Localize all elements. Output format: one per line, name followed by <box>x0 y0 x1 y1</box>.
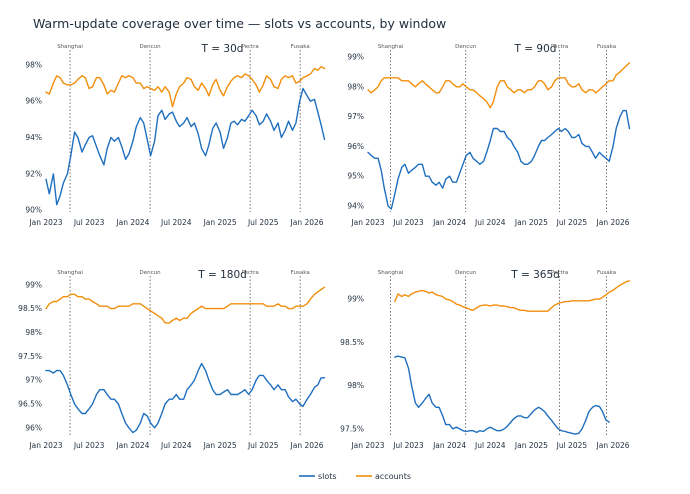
event-label-dencun: Dencun <box>455 44 477 50</box>
y-tick-label: 97.5% <box>340 424 364 433</box>
x-tick-label: Jan 2026 <box>596 441 630 450</box>
x-tick-label: Jul 2023 <box>392 218 424 227</box>
y-tick-label: 96.5% <box>18 400 42 409</box>
y-tick-label: 98% <box>25 328 42 337</box>
event-label-pectra: Pectra <box>241 44 258 50</box>
x-tick-label: Jan 2024 <box>115 218 149 227</box>
event-label-fusaka: Fusaka <box>291 44 310 50</box>
x-tick-label: Jul 2023 <box>73 441 105 450</box>
event-label-shanghai: Shanghai <box>57 270 83 276</box>
event-label-pectra: Pectra <box>551 270 568 276</box>
y-tick-label: 97.5% <box>18 352 42 361</box>
event-label-pectra: Pectra <box>241 270 258 276</box>
x-tick-label: Jan 2026 <box>596 218 630 227</box>
event-label-dencun: Dencun <box>140 270 162 276</box>
y-tick-label: 94% <box>25 133 42 142</box>
y-tick-label: 95% <box>347 172 364 181</box>
event-label-shanghai: Shanghai <box>57 44 83 50</box>
x-tick-label: Jan 2025 <box>203 218 237 227</box>
x-tick-label: Jan 2026 <box>290 218 324 227</box>
x-tick-label: Jan 2026 <box>290 441 324 450</box>
y-tick-label: 96% <box>347 142 364 151</box>
y-tick-label: 97% <box>347 112 364 121</box>
y-tick-label: 96% <box>25 97 42 106</box>
panels: T = 30d Shanghai Dencun Pectra Fusaka 90% 92% 9… <box>18 43 631 450</box>
y-tick-label: 90% <box>25 206 42 215</box>
x-tick-label: Jul 2025 <box>556 441 588 450</box>
y-tick-label: 97% <box>25 376 42 385</box>
y-tick-label: 99% <box>347 295 364 304</box>
x-tick-label: Jul 2024 <box>160 441 192 450</box>
y-tick-label: 98% <box>25 60 42 69</box>
panel-1: T = 30d Shanghai Dencun Pectra Fusaka 90% 92% 9… <box>25 43 326 227</box>
y-tick-label: 98.5% <box>340 338 364 347</box>
x-tick-label: Jan 2024 <box>432 218 466 227</box>
x-tick-label: Jan 2024 <box>432 441 466 450</box>
x-tick-label: Jan 2025 <box>514 441 548 450</box>
event-label-dencun: Dencun <box>455 270 477 276</box>
series-line-accounts <box>367 62 631 109</box>
series-line-accounts <box>45 66 326 108</box>
y-tick-label: 98% <box>347 82 364 91</box>
event-label-fusaka: Fusaka <box>291 270 310 276</box>
x-tick-label: Jan 2024 <box>115 441 149 450</box>
panel-3: T = 180d Shanghai Dencun Pectra Fusaka 96% 96.… <box>18 269 326 450</box>
x-tick-label: Jan 2023 <box>28 218 62 227</box>
chart-title: Warm-update coverage over time — slots v… <box>33 16 446 31</box>
series-line-accounts <box>45 286 326 324</box>
y-tick-label: 92% <box>25 169 42 178</box>
x-tick-label: Jul 2025 <box>556 218 588 227</box>
legend-label-slots: slots <box>318 472 337 481</box>
event-label-fusaka: Fusaka <box>597 270 616 276</box>
x-tick-label: Jan 2023 <box>28 441 62 450</box>
y-tick-label: 94% <box>347 202 364 211</box>
x-tick-label: Jan 2023 <box>350 441 384 450</box>
x-tick-label: Jul 2024 <box>474 441 506 450</box>
panel-4: T = 365d Shanghai Dencun Pectra Fusaka 97.5% 9… <box>340 269 631 450</box>
event-label-pectra: Pectra <box>551 44 568 50</box>
event-label-dencun: Dencun <box>140 44 162 50</box>
series-line-accounts <box>394 280 631 312</box>
x-tick-label: Jan 2025 <box>514 218 548 227</box>
x-tick-label: Jul 2024 <box>160 218 192 227</box>
x-tick-label: Jul 2023 <box>392 441 424 450</box>
y-tick-label: 98.5% <box>18 304 42 313</box>
series-line-slots <box>45 362 326 434</box>
event-label-shanghai: Shanghai <box>378 270 404 276</box>
x-tick-label: Jul 2025 <box>247 218 279 227</box>
event-label-shanghai: Shanghai <box>378 44 404 50</box>
x-tick-label: Jul 2024 <box>474 218 506 227</box>
x-tick-label: Jul 2025 <box>247 441 279 450</box>
panel-title: T = 90d <box>514 43 557 55</box>
panel-2: T = 90d Shanghai Dencun Pectra Fusaka 94% 95% 9… <box>347 43 631 227</box>
panel-title: T = 365d <box>510 269 560 281</box>
panel-title: T = 180d <box>197 269 247 281</box>
y-tick-label: 96% <box>25 423 42 432</box>
panel-title: T = 30d <box>201 43 244 55</box>
event-label-fusaka: Fusaka <box>597 44 616 50</box>
y-tick-label: 99% <box>347 52 364 61</box>
x-tick-label: Jan 2023 <box>350 218 384 227</box>
legend: slots accounts <box>299 472 411 481</box>
series-line-slots <box>394 355 610 435</box>
x-tick-label: Jul 2023 <box>73 218 105 227</box>
x-tick-label: Jan 2025 <box>203 441 237 450</box>
legend-label-accounts: accounts <box>375 472 411 481</box>
series-line-slots <box>45 87 326 206</box>
y-tick-label: 99% <box>25 280 42 289</box>
y-tick-label: 98% <box>347 381 364 390</box>
series-line-slots <box>367 109 631 210</box>
